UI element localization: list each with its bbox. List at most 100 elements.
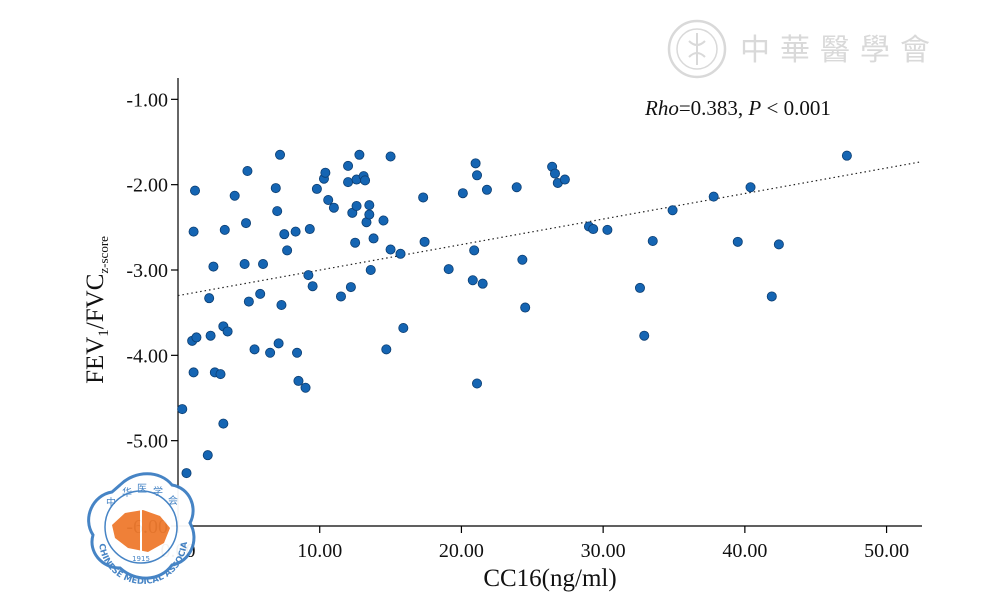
data-points	[177, 149, 852, 479]
data-point	[549, 168, 560, 179]
data-point	[255, 288, 266, 299]
data-point	[290, 226, 301, 237]
data-point	[188, 367, 199, 378]
data-point	[472, 378, 483, 389]
y-tick-label: -5.00	[126, 431, 168, 453]
p-value: < 0.001	[761, 96, 831, 120]
seal-char-3: 医	[137, 483, 147, 495]
data-point	[511, 182, 522, 193]
data-point	[320, 167, 331, 178]
data-point	[395, 248, 406, 259]
data-point	[378, 215, 389, 226]
data-point	[243, 296, 254, 307]
data-point	[469, 245, 480, 256]
data-point	[457, 188, 468, 199]
data-point	[481, 184, 492, 195]
correlation-annotation: Rho=0.383, P < 0.001	[644, 96, 831, 120]
data-point	[307, 281, 318, 292]
rho-label: Rho	[644, 96, 679, 120]
data-point	[360, 175, 371, 186]
trend-line	[177, 161, 923, 297]
data-point	[350, 237, 361, 248]
data-point	[241, 218, 252, 229]
data-point	[335, 291, 346, 302]
data-point	[472, 170, 483, 181]
data-point	[745, 182, 756, 193]
data-point	[202, 450, 213, 461]
data-point	[345, 282, 356, 293]
data-point	[218, 418, 229, 429]
data-point	[364, 209, 375, 220]
x-tick-label: 40.00	[722, 540, 767, 562]
seal-year: 1915	[132, 555, 150, 563]
data-point	[517, 254, 528, 265]
data-point	[270, 183, 281, 194]
data-point	[328, 202, 339, 213]
data-point	[219, 224, 230, 235]
y-axis-title-sub1: 1	[96, 329, 112, 337]
data-point	[273, 338, 284, 349]
data-point	[470, 158, 481, 169]
data-point	[229, 190, 240, 201]
seal-char-1: 中	[106, 496, 116, 509]
y-axis-ticks: -1.00-2.00-3.00-4.00-5.00-6.00	[126, 89, 178, 538]
data-point	[304, 224, 315, 235]
data-point	[282, 245, 293, 256]
data-point	[398, 323, 409, 334]
data-point	[647, 235, 658, 246]
data-point	[732, 236, 743, 247]
data-point	[841, 150, 852, 161]
x-axis-title: CC16(ng/ml)	[483, 565, 616, 592]
data-point	[364, 200, 375, 211]
data-point	[343, 160, 354, 171]
data-point	[343, 177, 354, 188]
watermark-emblem-icon	[667, 19, 727, 79]
seal-char-5: 会	[168, 494, 178, 507]
x-tick-label: 20.00	[439, 540, 484, 562]
data-point	[365, 264, 376, 275]
data-point	[215, 369, 226, 380]
data-point	[272, 206, 283, 217]
data-point	[667, 205, 678, 216]
data-point	[520, 302, 531, 313]
y-axis-title: FEV1/FVCz-score	[82, 236, 112, 384]
data-point	[275, 149, 286, 160]
data-point	[188, 226, 199, 237]
x-tick-label: 30.00	[581, 540, 626, 562]
data-point	[242, 166, 253, 177]
y-axis-title-main: FEV	[82, 337, 109, 384]
data-point	[239, 259, 250, 270]
data-point	[477, 278, 488, 289]
data-point	[276, 299, 287, 310]
data-point	[181, 468, 192, 479]
data-point	[634, 282, 645, 293]
data-point	[773, 239, 784, 250]
rho-value: =0.383	[679, 96, 738, 120]
y-axis-title-mid: /FVC	[82, 274, 109, 330]
data-point	[385, 244, 396, 255]
data-point	[467, 275, 478, 286]
data-point	[191, 332, 202, 343]
data-point	[602, 224, 613, 235]
data-point	[222, 326, 233, 337]
data-point	[588, 224, 599, 235]
data-point	[204, 293, 215, 304]
data-point	[300, 382, 311, 393]
x-tick-label: 10.00	[297, 540, 342, 562]
x-tick-label: 50.00	[864, 540, 909, 562]
data-point	[292, 347, 303, 358]
data-point	[258, 259, 269, 270]
data-point	[177, 404, 188, 415]
data-point	[279, 229, 290, 240]
p-label: P	[747, 96, 761, 120]
data-point	[208, 261, 219, 272]
y-tick-label: -3.00	[126, 260, 168, 282]
data-point	[351, 200, 362, 211]
data-point	[708, 191, 719, 202]
data-point	[766, 291, 777, 302]
data-point	[249, 344, 260, 355]
seal-char-2: 华	[122, 486, 132, 499]
data-point	[190, 185, 201, 196]
data-point	[419, 236, 430, 247]
